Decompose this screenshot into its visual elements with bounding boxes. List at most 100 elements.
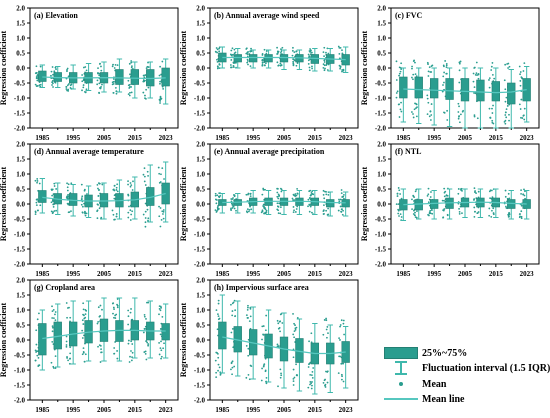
data-point <box>85 69 88 72</box>
data-point <box>99 361 102 363</box>
data-point <box>162 210 165 213</box>
data-point <box>66 68 68 71</box>
data-point <box>307 366 310 368</box>
data-point <box>247 373 250 376</box>
data-point <box>113 197 116 200</box>
data-point <box>280 374 283 377</box>
data-point <box>262 325 265 327</box>
data-point <box>145 318 147 320</box>
data-point <box>443 191 446 194</box>
data-point <box>144 217 147 219</box>
data-point <box>39 204 42 207</box>
data-point <box>340 362 343 365</box>
x-tick-label: 1985 <box>35 134 50 142</box>
data-point <box>415 107 417 110</box>
data-point <box>415 115 418 118</box>
data-point <box>308 210 311 213</box>
y-tick-label: -2.0 <box>194 397 206 405</box>
y-tick-label: 1.5 <box>16 292 25 300</box>
x-tick-label: 2023 <box>159 134 174 142</box>
panel-label: (f) NTL <box>395 147 421 156</box>
data-point <box>245 210 248 213</box>
data-point <box>278 195 280 198</box>
y-tick-label: 2.0 <box>16 141 25 149</box>
data-point <box>216 352 218 354</box>
y-tick-label: 1.5 <box>377 156 386 164</box>
data-point <box>523 188 525 191</box>
iqr-box <box>233 54 242 63</box>
y-tick-label: 1.0 <box>16 307 25 315</box>
y-tick-label: 1.0 <box>196 35 205 43</box>
data-point <box>411 65 413 68</box>
data-point <box>34 213 37 216</box>
data-point <box>508 65 511 68</box>
data-point <box>115 213 118 215</box>
data-point <box>413 209 415 212</box>
data-point <box>52 82 54 85</box>
data-point <box>490 65 493 68</box>
data-point <box>36 79 39 82</box>
data-point <box>446 109 449 112</box>
data-point <box>279 206 282 209</box>
data-point <box>323 319 326 321</box>
data-point <box>231 310 234 312</box>
data-point <box>415 75 418 78</box>
data-point <box>144 97 146 100</box>
data-point <box>278 326 281 329</box>
data-point <box>338 64 341 67</box>
data-point <box>326 213 329 216</box>
data-point <box>308 204 311 207</box>
data-point <box>54 355 57 358</box>
data-point <box>278 202 281 205</box>
mean-line <box>403 88 527 94</box>
data-point <box>473 66 476 69</box>
data-point <box>473 115 476 118</box>
y-tick-label: 0.0 <box>16 337 25 345</box>
data-point <box>36 85 39 87</box>
data-point <box>398 66 401 69</box>
data-point <box>341 69 344 71</box>
data-point <box>100 86 102 88</box>
data-point <box>158 353 161 356</box>
data-point <box>131 343 134 345</box>
x-tick-label: 2023 <box>339 270 354 278</box>
data-point <box>412 213 415 215</box>
data-point <box>97 306 100 309</box>
data-point <box>230 54 233 57</box>
data-point <box>116 350 118 352</box>
data-point <box>82 84 85 86</box>
y-axis-label: Regression coefficient <box>0 31 8 106</box>
data-point <box>327 193 330 196</box>
data-point <box>504 122 507 125</box>
data-point <box>116 304 119 307</box>
data-point <box>412 78 414 81</box>
data-point <box>338 355 341 358</box>
y-tick-label: 1.5 <box>16 156 25 164</box>
data-point <box>276 343 279 346</box>
data-point <box>84 66 87 68</box>
x-tick-label: 1985 <box>396 270 411 278</box>
data-point <box>146 301 148 304</box>
data-point <box>323 379 326 382</box>
data-point <box>276 46 278 49</box>
data-point <box>310 332 313 335</box>
data-point <box>261 209 264 212</box>
y-tick-label: -2.0 <box>14 125 26 133</box>
data-point <box>50 70 53 73</box>
data-point <box>307 63 310 65</box>
data-point <box>215 211 218 213</box>
x-tick-label: 1985 <box>215 270 230 278</box>
data-point <box>66 316 68 319</box>
data-point <box>263 363 266 366</box>
data-point <box>293 330 296 333</box>
x-tick-label: 1995 <box>246 134 261 142</box>
data-point <box>127 180 129 182</box>
data-point <box>132 180 134 183</box>
data-point <box>160 355 163 358</box>
data-point <box>324 386 327 388</box>
data-point <box>276 191 279 194</box>
x-tick-label: 2015 <box>308 134 323 142</box>
data-point <box>65 340 68 343</box>
x-tick-label: 2023 <box>159 406 174 414</box>
data-point <box>51 305 53 308</box>
